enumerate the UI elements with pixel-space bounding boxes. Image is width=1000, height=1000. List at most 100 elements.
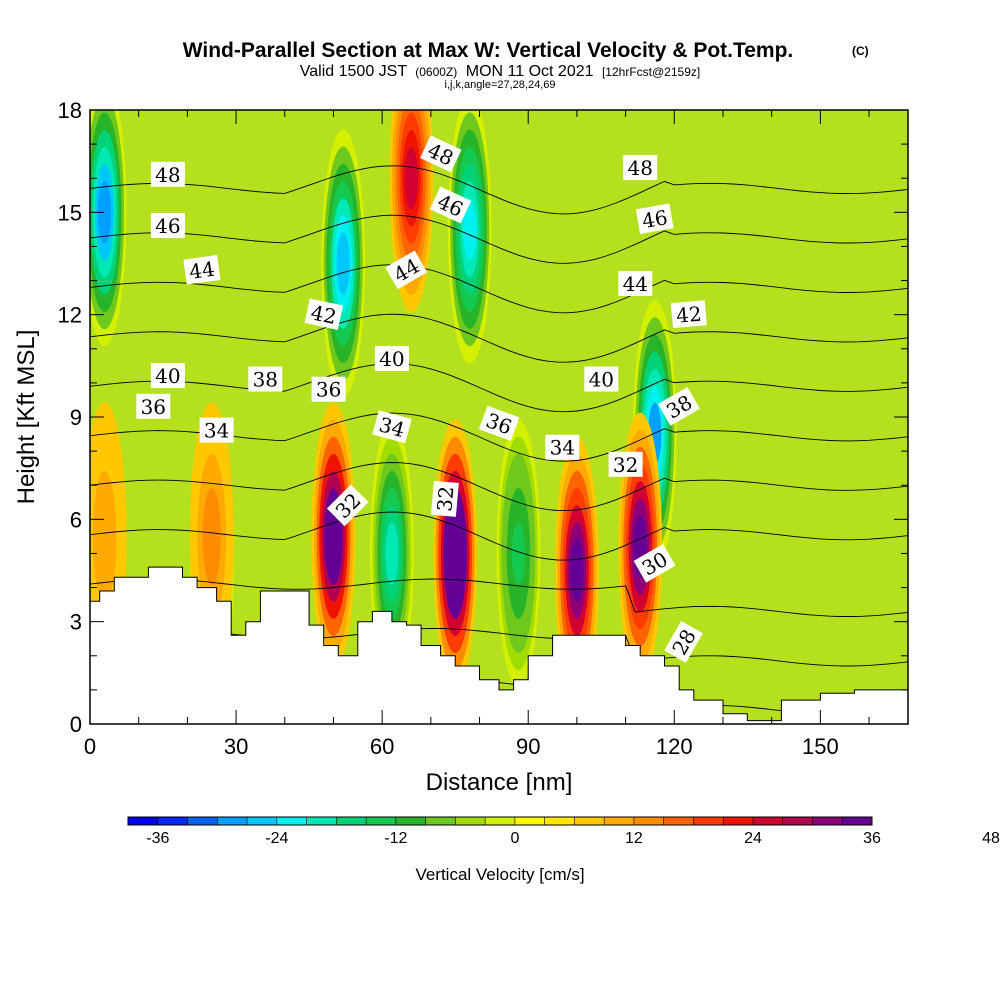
colorbar-label: Vertical Velocity [cm/s]: [415, 865, 584, 884]
theta-contour-36: [90, 462, 908, 512]
contour-label-box: [385, 250, 428, 290]
contour-label-text: 38: [253, 368, 278, 392]
colorbar-swatch: [693, 817, 724, 825]
theta-contour-44: [90, 264, 908, 314]
contour-label-box: [430, 480, 459, 517]
colorbar-swatch: [812, 817, 843, 825]
colorbar-swatch: [247, 817, 278, 825]
colorbar-swatch: [157, 817, 189, 825]
contour-label: 34: [372, 410, 412, 444]
theta-contour-48: [90, 165, 908, 215]
chart-subtitle: Valid 1500 JST (0600Z) MON 11 Oct 2021 […: [300, 63, 700, 80]
y-tick-label: 9: [70, 405, 82, 430]
updraft-4-band: [404, 147, 418, 210]
colorbar-swatch: [723, 817, 754, 825]
theta-contour-34: [90, 511, 908, 561]
x-axis: 0 30 60 90 120 150: [84, 110, 870, 759]
contour-label-text: 46: [155, 214, 180, 238]
contour-label-box: [429, 186, 472, 224]
colorbar-tick-label: -24: [265, 830, 288, 847]
colorbar-swatch: [395, 817, 427, 825]
subtitle-date: MON 11 Oct 2021: [466, 63, 594, 80]
contour-label-box: [623, 155, 658, 180]
colorbar-tick-label: 48: [982, 830, 1000, 847]
contour-label-text: 34: [204, 419, 229, 443]
colorbar-tick-label: -12: [384, 830, 407, 847]
chart-title: Wind-Parallel Section at Max W: Vertical…: [183, 39, 794, 62]
contour-label: 32: [430, 480, 459, 517]
contour-label-text: 42: [675, 302, 702, 328]
updraft-2-band: [570, 539, 584, 602]
potential-temperature-contours: [90, 165, 908, 716]
contour-label-box: [311, 376, 346, 402]
contour-label-box: [618, 271, 653, 296]
contour-label-box: [150, 161, 185, 187]
contour-label-box: [150, 363, 185, 389]
subtitle-utc-time: (0600Z): [415, 65, 457, 79]
contour-label-box: [664, 620, 703, 663]
colorbar-swatch: [276, 817, 308, 825]
contour-label-box: [584, 366, 619, 392]
contour-label-box: [304, 298, 344, 330]
downdraft-0-band: [98, 181, 112, 244]
colorbar-swatch: [663, 817, 694, 825]
y-tick-label: 3: [70, 610, 82, 635]
updraft-5-band: [205, 505, 219, 568]
contour-label-box: [657, 387, 700, 426]
downdraft-4-band: [385, 522, 399, 585]
contour-label-text: 44: [188, 257, 217, 284]
colorbar-swatch: [187, 817, 218, 825]
contour-label-box: [183, 255, 221, 285]
colorbar-swatch: [752, 817, 784, 825]
contour-label-text: 46: [640, 205, 669, 233]
colorbar-tick-label: 24: [744, 830, 762, 847]
theta-contour-40: [90, 363, 908, 413]
contour-label: 44: [618, 271, 653, 296]
contour-label-text: 44: [623, 272, 648, 296]
contour-label-text: 34: [550, 436, 575, 460]
x-tick-label: 150: [802, 734, 839, 759]
colorbar-swatch: [842, 817, 873, 825]
contour-label: 40: [374, 346, 409, 371]
colorbar-tick-label: 36: [863, 830, 881, 847]
contour-label-text: 40: [155, 364, 180, 388]
colorbar-swatch: [455, 817, 486, 825]
colorbar-tick-label: -36: [146, 830, 169, 847]
downdraft-2-band: [463, 198, 477, 261]
contour-label-text: 42: [309, 300, 339, 329]
y-axis-label: Height [Kft MSL]: [13, 330, 40, 505]
contour-label-box: [478, 405, 520, 441]
colorbar-swatch: [128, 817, 159, 825]
contour-label: 46: [635, 203, 674, 234]
contour-label-text: 36: [316, 378, 341, 402]
contour-label-box: [420, 135, 462, 173]
colorbar-swatch: [485, 817, 516, 825]
contour-label-text: 48: [155, 163, 180, 187]
colorbar-swatch: [574, 817, 605, 825]
theta-contour-32: [90, 578, 908, 617]
contour-label-text: 40: [589, 368, 614, 392]
y-tick-label: 12: [58, 303, 82, 328]
contour-label-box: [608, 451, 643, 477]
contour-label-box: [633, 543, 676, 583]
x-axis-label: Distance [nm]: [426, 769, 573, 796]
downdraft-1-band: [336, 232, 350, 295]
colorbar-swatch: [306, 817, 337, 825]
colorbar: -36 -24 -12 0 12 24 36 48: [127, 816, 1000, 847]
y-tick-label: 15: [58, 200, 82, 225]
contour-label: 46: [150, 213, 185, 238]
theta-contour-46: [90, 214, 908, 264]
contour-label-text: 32: [432, 485, 458, 512]
contour-label: 44: [183, 255, 221, 285]
contour-label-box: [372, 410, 412, 444]
colorbar-swatch: [366, 817, 397, 825]
x-tick-label: 90: [516, 734, 540, 759]
contour-label: 38: [248, 366, 283, 392]
subtitle-forecast: [12hrFcst@2159z]: [602, 65, 700, 79]
theta-contour-42: [90, 313, 908, 363]
contour-label: 40: [584, 366, 619, 392]
contour-label-box: [374, 346, 409, 371]
